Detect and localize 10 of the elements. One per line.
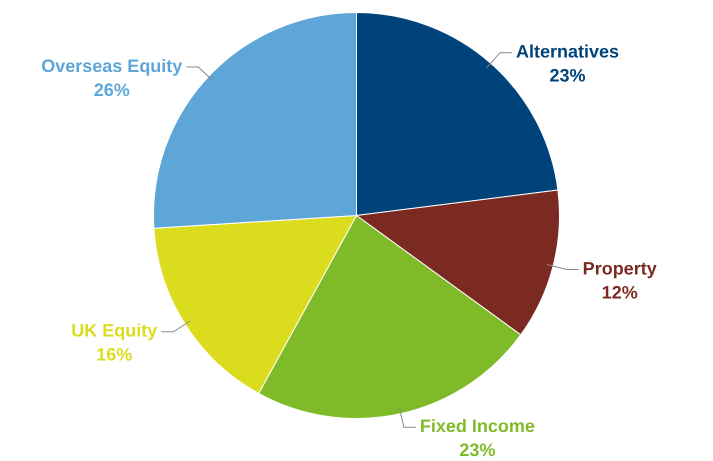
slice-label: Alternatives	[516, 42, 620, 62]
slice-label: Fixed Income	[420, 416, 535, 436]
data-label: 23%	[459, 440, 496, 460]
data-label: 23%	[550, 66, 586, 86]
data-label: 12%	[602, 282, 638, 302]
slice-label: Overseas Equity	[41, 56, 182, 76]
slice-label: Property	[582, 258, 657, 278]
data-label: 26%	[94, 80, 130, 100]
slice-label: UK Equity	[71, 320, 158, 341]
data-label: 16%	[96, 344, 132, 365]
